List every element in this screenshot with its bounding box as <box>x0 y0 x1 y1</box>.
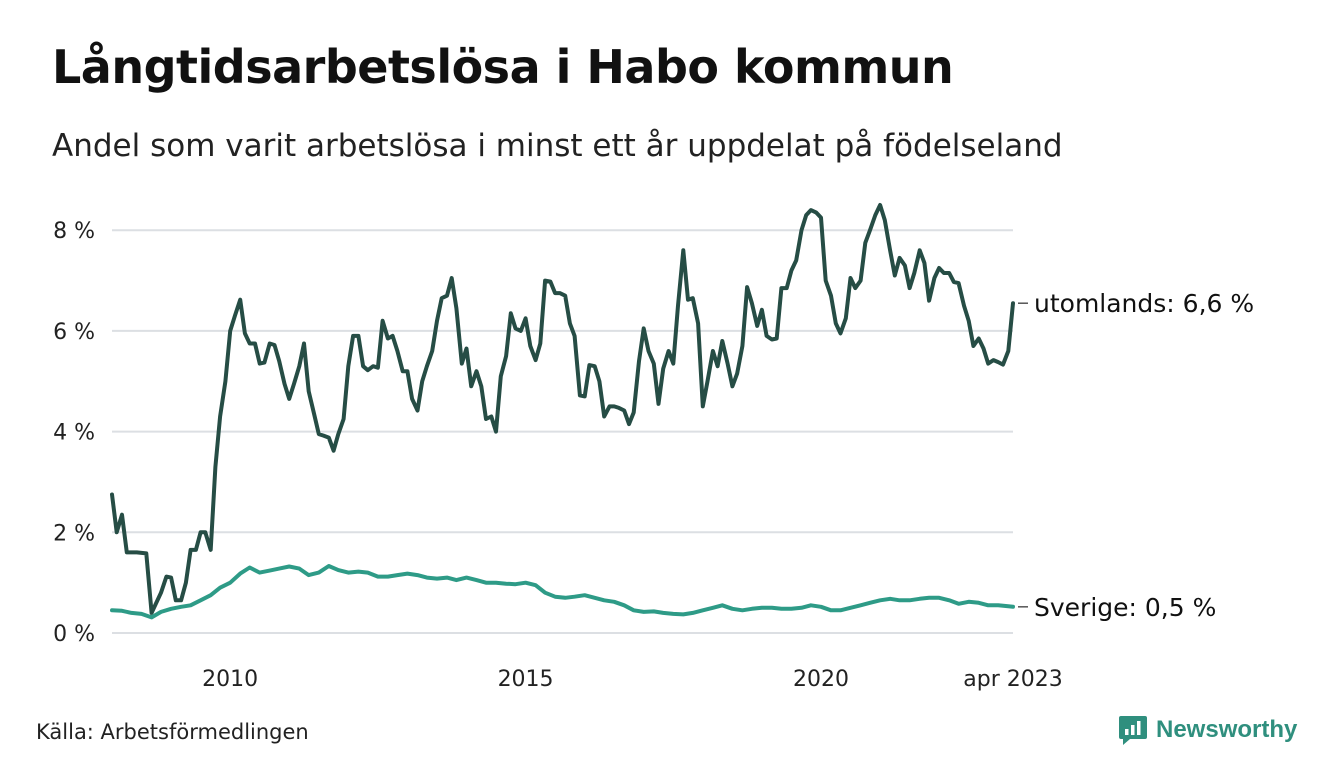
series-lines <box>110 203 1015 620</box>
page-subtitle: Andel som varit arbetslösa i minst ett å… <box>52 128 1063 164</box>
y-tick-label: 6 % <box>53 320 95 345</box>
brand-name: Newsworthy <box>1156 716 1298 743</box>
y-tick-label: 2 % <box>53 521 95 546</box>
end-label-sverige: Sverige: 0,5 % <box>1034 593 1216 622</box>
x-tick-label: 2015 <box>498 667 554 692</box>
series-line-utomlands <box>110 203 1015 615</box>
newsworthy-logo-icon <box>1119 716 1147 745</box>
x-axis-ticks: 2010 2015 2020 apr 2023 <box>202 667 1063 692</box>
x-tick-label: apr 2023 <box>963 667 1062 692</box>
end-label-utomlands: utomlands: 6,6 % <box>1034 289 1254 318</box>
source-note: Källa: Arbetsförmedlingen <box>36 720 309 744</box>
series-end-labels: utomlands: 6,6 % Sverige: 0,5 % <box>1018 289 1254 622</box>
gridlines <box>112 229 1013 634</box>
y-tick-label: 8 % <box>53 219 95 244</box>
x-tick-label: 2010 <box>202 667 258 692</box>
x-tick-label: 2020 <box>793 667 849 692</box>
page-title: Långtidsarbetslösa i Habo kommun <box>52 40 954 94</box>
y-tick-label: 0 % <box>53 622 95 647</box>
y-axis-ticks: 0 % 2 % 4 % 6 % 8 % <box>53 219 95 647</box>
brand-logo[interactable]: Newsworthy <box>1118 714 1297 746</box>
series-line-sverige <box>110 564 1015 620</box>
y-tick-label: 4 % <box>53 421 95 446</box>
